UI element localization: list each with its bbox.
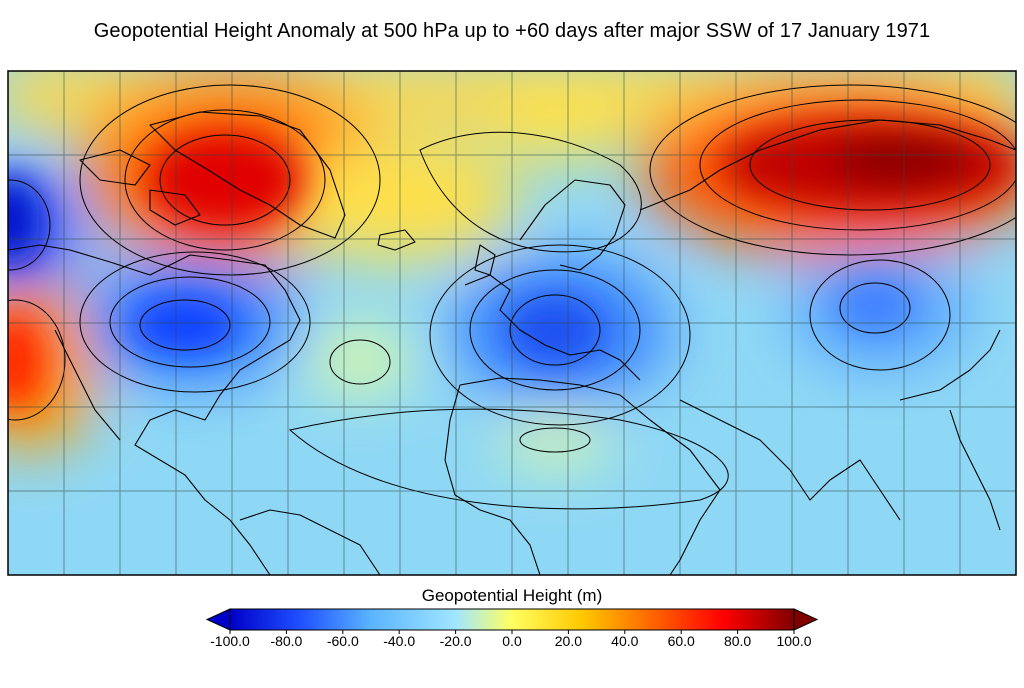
colorbar-tick-label: 0.0 bbox=[502, 633, 522, 649]
contour-lines bbox=[8, 84, 1016, 510]
colorbar-tick-label: 80.0 bbox=[723, 633, 752, 649]
colorbar-max-arrow bbox=[793, 608, 819, 631]
map-frame bbox=[7, 70, 1017, 576]
colorbar-tick-label: 20.0 bbox=[554, 633, 583, 649]
colorbar bbox=[205, 608, 819, 634]
colorbar-gradient bbox=[229, 608, 795, 631]
colorbar-tick-label: 40.0 bbox=[611, 633, 639, 649]
chart-title: Geopotential Height Anomaly at 500 hPa u… bbox=[93, 20, 931, 42]
colorbar-min-arrow bbox=[205, 608, 231, 631]
colorbar-tick-label: -80.0 bbox=[270, 633, 303, 649]
colorbar-tick-label: -40.0 bbox=[383, 633, 416, 649]
colorbar-tick-label: -100.0 bbox=[210, 633, 250, 649]
colorbar-tick-label: -20.0 bbox=[439, 633, 472, 649]
colorbar-tick-label: 60.0 bbox=[667, 633, 695, 649]
coastlines bbox=[8, 111, 1016, 575]
colorbar-tick-label: -60.0 bbox=[326, 633, 359, 649]
graticule bbox=[8, 71, 1016, 575]
colorbar-tick-label: 100.0 bbox=[776, 633, 812, 649]
colorbar-label: Geopotential Height (m) bbox=[421, 586, 603, 605]
